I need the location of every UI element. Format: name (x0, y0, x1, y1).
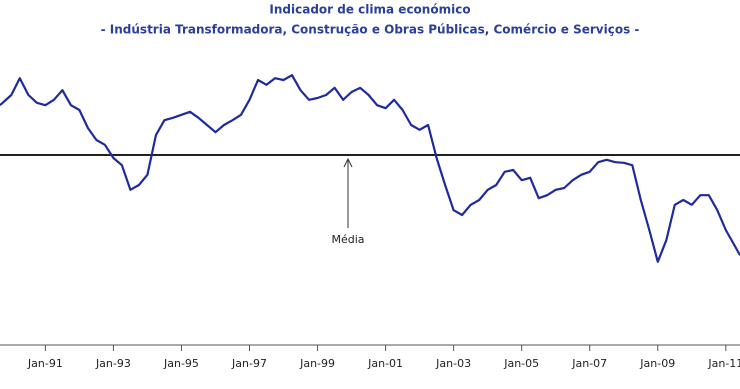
chart-subtitle: - Indústria Transformadora, Construção e… (101, 23, 640, 37)
x-tick-label: Jan-91 (27, 357, 63, 370)
x-tick-label: Jan-99 (299, 357, 335, 370)
annotation-arrowhead (343, 157, 353, 168)
x-tick-label: Jan-93 (95, 357, 131, 370)
x-tick-label: Jan-01 (367, 357, 403, 370)
x-tick-label: Jan-07 (571, 357, 607, 370)
x-tick-label: Jan-11 (707, 357, 740, 370)
series-line (0, 74, 740, 263)
x-tick-label: Jan-95 (163, 357, 199, 370)
x-tick-label: Jan-03 (435, 357, 471, 370)
annotation: Média (331, 233, 364, 246)
x-tick-label: Jan-09 (639, 357, 675, 370)
x-tick-label: Jan-05 (503, 357, 539, 370)
chart-title: Indicador de clima económico (269, 3, 470, 17)
x-tick-label: Jan-97 (231, 357, 267, 370)
